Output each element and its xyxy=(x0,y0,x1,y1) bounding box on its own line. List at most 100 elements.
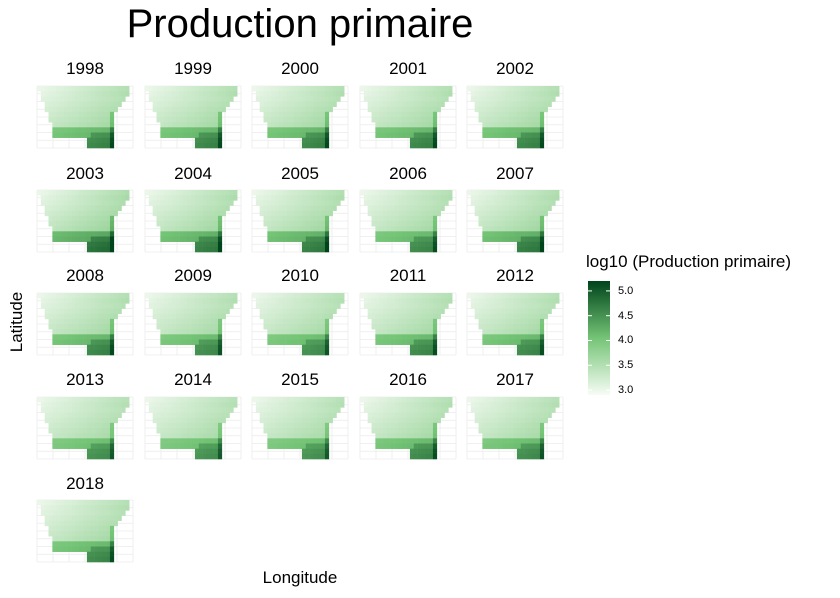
heatmap-cell xyxy=(75,200,80,206)
heatmap-cell xyxy=(467,190,472,196)
heatmap-cell xyxy=(324,190,330,196)
heatmap-cell xyxy=(501,215,506,222)
heatmap-cell xyxy=(478,303,483,309)
heatmap-cell xyxy=(298,122,303,128)
heatmap-cell xyxy=(313,117,318,123)
heatmap-cell xyxy=(421,195,426,201)
heatmap-cell xyxy=(179,417,184,424)
heatmap-cell xyxy=(214,215,219,222)
heatmap-cell xyxy=(206,438,211,444)
heatmap-cell xyxy=(94,397,99,403)
heatmap-cell xyxy=(164,313,169,320)
heatmap-cell xyxy=(206,142,211,149)
heatmap-cell xyxy=(421,215,426,222)
heatmap-cell xyxy=(79,205,84,211)
heatmap-cell xyxy=(305,428,310,434)
heatmap-cell xyxy=(206,344,211,351)
heatmap-cell xyxy=(394,106,399,113)
heatmap-cell xyxy=(321,422,326,429)
heatmap-cell xyxy=(217,86,223,92)
heatmap-cell xyxy=(501,334,506,340)
heatmap-cell xyxy=(179,205,184,211)
heatmap-cell xyxy=(375,111,380,118)
heatmap-cell xyxy=(60,546,65,552)
heatmap-cell xyxy=(86,96,92,102)
heatmap-cell xyxy=(214,132,219,138)
heatmap-cell xyxy=(375,417,380,424)
heatmap-cell xyxy=(79,422,84,429)
heatmap-cell xyxy=(417,117,422,123)
heatmap-cell xyxy=(106,190,111,196)
heatmap-cell xyxy=(324,106,330,113)
heatmap-cell xyxy=(225,190,230,196)
heatmap-cell xyxy=(516,397,522,403)
heatmap-cell xyxy=(259,298,264,304)
heatmap-cell xyxy=(413,339,418,345)
heatmap-cell xyxy=(94,334,99,340)
heatmap-cell xyxy=(486,402,491,408)
heatmap-cell xyxy=(63,106,69,113)
heatmap-cell xyxy=(432,417,438,424)
heatmap-cell xyxy=(305,236,310,242)
heatmap-cell xyxy=(313,106,318,113)
heatmap-cell xyxy=(539,215,545,222)
heatmap-cell xyxy=(505,231,510,237)
heatmap-cell xyxy=(145,397,150,403)
heatmap-cell xyxy=(198,334,203,340)
heatmap-cell xyxy=(113,106,118,113)
heatmap-cell xyxy=(402,443,407,449)
heatmap-cell xyxy=(37,500,42,506)
heatmap-cell xyxy=(371,111,376,118)
heatmap-cell xyxy=(305,397,310,403)
heatmap-cell xyxy=(440,190,445,196)
heatmap-cell xyxy=(44,510,49,516)
heatmap-cell xyxy=(187,412,192,418)
heatmap-cell xyxy=(83,397,88,403)
heatmap-cell xyxy=(160,433,165,439)
heatmap-cell xyxy=(217,443,223,449)
heatmap-cell xyxy=(478,91,483,97)
heatmap-cell xyxy=(505,205,510,211)
heatmap-cell xyxy=(317,132,322,138)
heatmap-cell xyxy=(478,313,483,320)
heatmap-cell xyxy=(309,318,314,325)
heatmap-cell xyxy=(520,96,525,102)
heatmap-cell xyxy=(210,101,215,107)
heatmap-cell xyxy=(198,324,203,330)
heatmap-cell xyxy=(187,200,192,206)
heatmap-cell xyxy=(313,236,318,242)
heatmap-cell xyxy=(183,402,188,408)
heatmap-cell xyxy=(375,91,380,97)
heatmap-cell xyxy=(271,318,276,325)
heatmap-cell xyxy=(486,339,491,345)
heatmap-cell xyxy=(183,195,188,201)
heatmap-cell xyxy=(117,86,122,92)
heatmap-cell xyxy=(94,106,99,113)
heatmap-cell xyxy=(413,137,418,144)
heatmap-cell xyxy=(409,402,415,408)
heatmap-cell xyxy=(524,422,529,429)
heatmap-cell xyxy=(421,448,426,455)
heatmap-cell xyxy=(221,190,226,196)
heatmap-cell xyxy=(482,215,487,222)
heatmap-cell xyxy=(278,417,284,424)
heatmap-cell xyxy=(324,349,330,356)
heatmap-cell xyxy=(493,324,499,330)
heatmap-cell xyxy=(383,339,388,345)
heatmap-cell xyxy=(198,221,203,227)
legend-tick-label: 5.0 xyxy=(618,284,634,297)
heatmap-cell xyxy=(324,334,330,340)
heatmap-cell xyxy=(336,397,341,403)
heatmap-cell xyxy=(206,195,211,201)
heatmap-cell xyxy=(536,137,541,144)
heatmap-cell xyxy=(83,536,88,542)
heatmap-cell xyxy=(90,536,95,542)
heatmap-cell xyxy=(421,329,426,335)
heatmap-cell xyxy=(379,236,384,242)
heatmap-cell xyxy=(467,397,472,403)
heatmap-cell xyxy=(183,221,188,227)
heatmap-cell xyxy=(417,329,422,335)
heatmap-cell xyxy=(409,210,415,217)
heatmap-cell xyxy=(52,520,57,527)
heatmap-cell xyxy=(106,515,111,521)
